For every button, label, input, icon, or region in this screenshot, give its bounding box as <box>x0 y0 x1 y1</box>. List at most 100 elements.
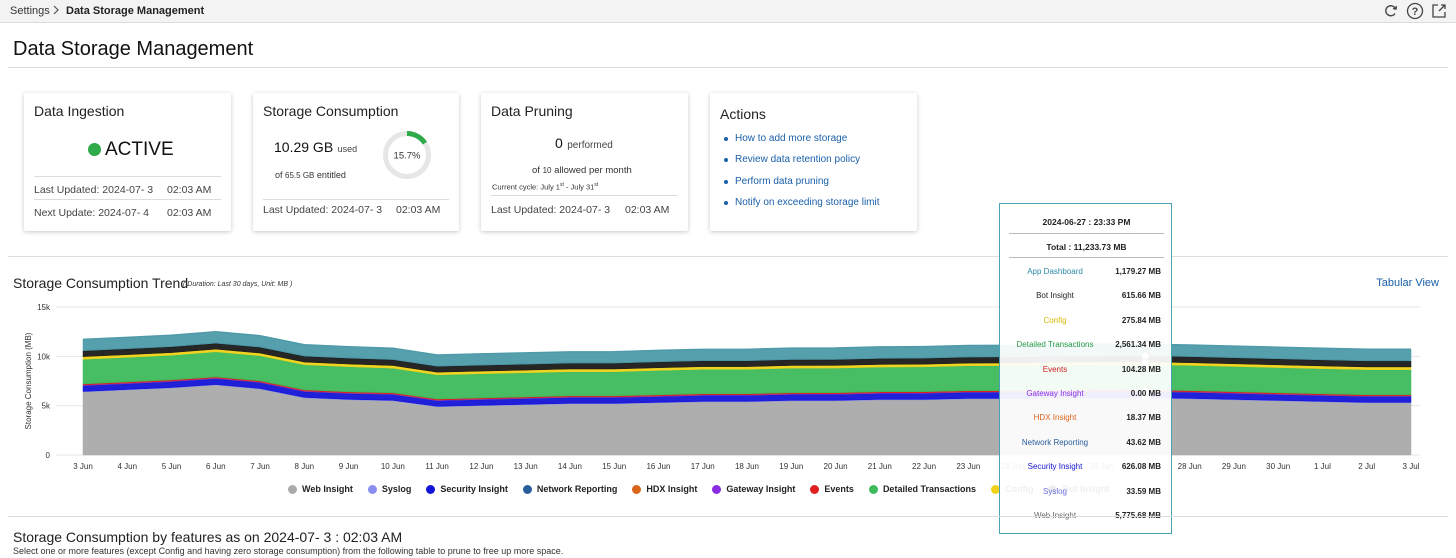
link-data-pruning[interactable]: Perform data pruning <box>724 176 829 187</box>
trend-subtitle: ( Duration: Last 30 days, Unit: MB ) <box>183 281 293 288</box>
used-value: 10.29 GB <box>274 139 334 155</box>
cycle-row: Current cycle: July 1st - July 31st <box>492 182 598 192</box>
entitled-suffix: entitled <box>316 170 346 180</box>
legend-label: Network Reporting <box>536 484 618 494</box>
usage-percent: 15.7% <box>394 151 421 162</box>
section-title: Storage Consumption by features as on 20… <box>13 529 403 545</box>
tooltip-series-value: 275.84 MB <box>1121 315 1161 325</box>
y-tick-label: 10k <box>37 352 51 361</box>
legend-dot-icon <box>288 484 297 494</box>
last-updated-time: 02:03 AM <box>396 204 441 216</box>
entitled-prefix: of <box>275 170 283 180</box>
legend-dot-icon <box>426 484 436 494</box>
legend-item[interactable]: Events <box>810 484 854 494</box>
tooltip-series-name: App Dashboard <box>1027 267 1083 276</box>
trend-title: Storage Consumption Trend <box>13 275 189 291</box>
card-title: Data Ingestion <box>34 103 125 119</box>
tooltip-row: Gateway Insight 0.00 MB <box>1000 389 1173 403</box>
x-tick-label: 17 Jun <box>691 462 715 471</box>
external-link-icon[interactable] <box>1430 2 1448 20</box>
legend-dot-icon <box>367 484 377 494</box>
divider <box>8 256 1448 257</box>
breadcrumb-settings[interactable]: Settings <box>10 5 50 17</box>
link-add-storage[interactable]: How to add more storage <box>723 133 848 144</box>
x-tick-label: 20 Jun <box>824 462 848 471</box>
storage-consumption-card: Storage Consumption 10.29 GB used of 65.… <box>253 93 459 231</box>
storage-trend-chart[interactable]: 0 5k 10k 15k Storage Consumption (MB) 3 Jun 4 … <box>0 295 1456 480</box>
legend-item[interactable]: Network Reporting <box>522 484 618 494</box>
legend-item[interactable]: Detailed Transactions <box>868 484 976 494</box>
divider <box>34 176 221 177</box>
tooltip-row: HDX Insight 18.37 MB <box>1000 413 1173 427</box>
legend-item[interactable]: Web Insight <box>288 484 353 494</box>
data-ingestion-card: Data Ingestion ACTIVE Last Updated: 2024… <box>24 93 231 231</box>
tooltip-series-value: 5,775.68 MB <box>1115 511 1161 520</box>
legend-item[interactable]: HDX Insight <box>632 484 697 494</box>
used-suffix: used <box>337 144 358 154</box>
x-tick-label: 6 Jun <box>206 462 226 471</box>
tabular-view-link[interactable]: Tabular View <box>1376 277 1439 289</box>
y-tick-label: 15k <box>37 303 51 312</box>
tooltip-row: Security Insight 626.08 MB <box>1000 462 1173 476</box>
x-tick-label: 1 Jul <box>1314 462 1331 471</box>
x-tick-label: 3 Jun <box>73 462 93 471</box>
section-subtitle: Select one or more features (except Conf… <box>13 546 564 556</box>
x-tick-label: 10 Jun <box>381 462 405 471</box>
tooltip-row: Config 275.84 MB <box>1000 316 1173 330</box>
cycle-sep: - <box>565 182 569 192</box>
legend-label: Gateway Insight <box>726 484 796 494</box>
card-title: Actions <box>720 106 766 122</box>
tooltip-series-name: Events <box>1042 364 1068 374</box>
legend-item[interactable]: Security Insight <box>426 484 508 494</box>
x-tick-label: 16 Jun <box>646 462 670 471</box>
x-tick-label: 18 Jun <box>735 462 759 471</box>
legend-label: Security Insight <box>440 484 508 494</box>
legend-dot-icon <box>990 484 1000 494</box>
legend-dot-icon <box>712 484 722 494</box>
donut-fill <box>383 131 431 179</box>
tooltip-series-value: 104.28 MB <box>1121 364 1161 374</box>
x-tick-label: 21 Jun <box>868 462 892 471</box>
divider <box>491 195 678 196</box>
entitled-row: of 65.5 GB entitled <box>275 170 346 180</box>
legend-item[interactable]: Gateway Insight <box>712 484 795 494</box>
allowed-suffix: allowed per month <box>554 165 632 176</box>
tooltip-date: 2024-06-27 : 23:33 PM <box>1042 217 1131 227</box>
legend-label: Syslog <box>381 484 412 494</box>
tooltip-row: Detailed Transactions 2,561.34 MB <box>1000 340 1173 354</box>
top-bar: Settings Data Storage Management ? <box>0 0 1456 23</box>
x-tick-label: 14 Jun <box>558 462 582 471</box>
usage-donut: 15.7% <box>383 131 431 179</box>
chevron-right-icon <box>52 4 60 19</box>
tooltip-row: Events 104.28 MB <box>1000 365 1173 379</box>
tooltip-series-value: 2,561.34 MB <box>1115 340 1161 350</box>
legend-item[interactable]: Syslog <box>367 484 412 494</box>
tooltip-series-name: Security Insight <box>1027 462 1083 472</box>
legend-dot-icon <box>522 484 532 494</box>
tooltip-series-name: Network Reporting <box>1021 437 1089 447</box>
chart-tooltip: 2024-06-27 : 23:33 PM Total : 11,233.73 … <box>999 203 1172 534</box>
ingestion-status: ACTIVE <box>105 139 174 160</box>
performed-label: performed <box>567 140 613 151</box>
card-title: Storage Consumption <box>263 103 399 119</box>
refresh-icon[interactable] <box>1382 2 1400 20</box>
legend-label: HDX Insight <box>646 484 698 494</box>
tooltip-row: App Dashboard 1,179.27 MB <box>1000 267 1173 281</box>
legend-label: Web Insight <box>302 484 353 494</box>
cycle-start: July 1 <box>540 182 560 192</box>
tooltip-series-value: 0.00 MB <box>1130 389 1161 398</box>
legend-dot-icon <box>810 484 820 494</box>
tooltip-series-value: 615.66 MB <box>1121 291 1161 301</box>
y-tick-label: 0 <box>46 451 51 460</box>
divider <box>8 67 1448 68</box>
last-updated-time: 02:03 AM <box>167 184 212 196</box>
next-update-time: 02:03 AM <box>167 207 212 219</box>
tooltip-row: Bot Insight 615.66 MB <box>1000 291 1173 305</box>
link-notify-storage-limit[interactable]: Notify on exceeding storage limit <box>724 197 880 208</box>
link-retention-policy[interactable]: Review data retention policy <box>723 154 861 165</box>
tooltip-total: Total : 11,233.73 MB <box>1046 242 1127 252</box>
cycle-start-sup: st <box>559 182 564 188</box>
x-tick-label: 8 Jun <box>295 462 315 471</box>
x-tick-label: 11 Jun <box>425 462 448 471</box>
help-icon[interactable]: ? <box>1406 2 1424 20</box>
